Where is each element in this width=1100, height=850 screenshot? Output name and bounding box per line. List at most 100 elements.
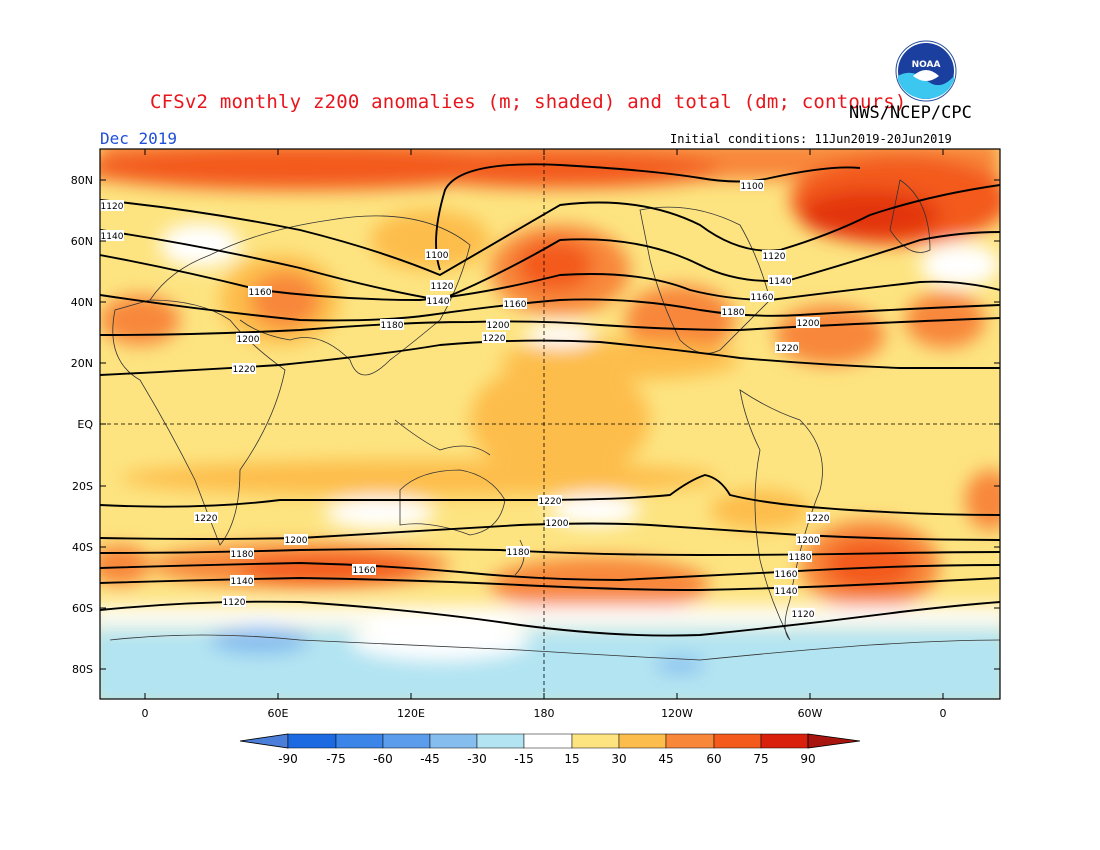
lon-tick-label: 60W	[798, 707, 823, 720]
lat-tick-label: 80N	[71, 174, 93, 187]
longitude-axis: 0 60E 120E 180 120W 60W 0	[142, 149, 947, 720]
agency-label: NWS/NCEP/CPC	[849, 103, 972, 123]
contour-label: 1220	[232, 363, 256, 375]
svg-text:1120: 1120	[223, 598, 246, 608]
contour-label: 1140	[230, 575, 254, 587]
contour-label: 1200	[486, 319, 510, 331]
contour-label: 1160	[774, 568, 798, 580]
colorbar-label: 75	[753, 752, 768, 766]
svg-text:1220: 1220	[807, 514, 830, 524]
svg-text:1100: 1100	[426, 251, 449, 261]
lon-tick-label: 0	[142, 707, 149, 720]
colorbar-label: 30	[611, 752, 626, 766]
colorbar-swatch	[713, 733, 762, 749]
colorbar-label: -30	[467, 752, 487, 766]
colorbar-swatch	[523, 733, 573, 749]
contour-label: 1120	[100, 200, 124, 212]
svg-text:1160: 1160	[751, 293, 774, 303]
contour-label: 1200	[796, 317, 820, 329]
svg-text:1180: 1180	[722, 308, 745, 318]
svg-text:1180: 1180	[381, 321, 404, 331]
contour-label: 1220	[806, 512, 830, 524]
colorbar-label: 90	[800, 752, 815, 766]
svg-text:1140: 1140	[101, 232, 124, 242]
contour-1200-south	[100, 522, 1000, 541]
svg-text:1220: 1220	[483, 334, 506, 344]
contour-label: 1180	[788, 551, 812, 563]
svg-text:1220: 1220	[776, 344, 799, 354]
contour-1220-north	[100, 339, 1000, 376]
contour-label: 1180	[380, 319, 404, 331]
svg-text:1140: 1140	[427, 297, 450, 307]
latitude-axis: 80N 60N 40N 20N EQ 20S 40S 60S 80S	[71, 174, 1000, 676]
colorbar-swatch	[476, 733, 525, 749]
svg-text:1160: 1160	[353, 566, 376, 576]
contour-label: 1180	[721, 306, 745, 318]
colorbar-swatch	[571, 733, 620, 749]
colorbar-label: -45	[420, 752, 440, 766]
contour-label: 1140	[774, 585, 798, 597]
svg-text:1220: 1220	[195, 514, 218, 524]
chart-title: CFSv2 monthly z200 anomalies (m; shaded)…	[150, 91, 907, 113]
lat-tick-label: 20S	[72, 480, 93, 493]
contour-label: 1140	[100, 230, 124, 242]
colorbar-swatch	[665, 733, 715, 749]
contour-1160-south	[100, 562, 1000, 581]
svg-text:1140: 1140	[769, 277, 792, 287]
lat-tick-label: 20N	[71, 357, 93, 370]
contour-1220-south	[100, 474, 1000, 516]
svg-text:1200: 1200	[487, 321, 510, 331]
contour-label: 1120	[430, 280, 454, 292]
svg-text:1200: 1200	[797, 319, 820, 329]
height-contours	[100, 163, 1000, 637]
lon-tick-label: 120W	[661, 707, 693, 720]
svg-text:1140: 1140	[775, 587, 798, 597]
svg-text:1200: 1200	[237, 335, 260, 345]
contour-1140-south	[100, 577, 1000, 591]
svg-text:1220: 1220	[539, 497, 562, 507]
colorbar-label: 15	[564, 752, 579, 766]
colorbar-label: 60	[706, 752, 721, 766]
svg-text:NOAA: NOAA	[912, 60, 941, 70]
svg-text:1120: 1120	[431, 282, 454, 292]
initial-conditions: Initial conditions: 11Jun2019-20Jun2019	[670, 132, 952, 146]
lon-tick-label: 0	[940, 707, 947, 720]
lat-tick-label: 40S	[72, 541, 93, 554]
lon-tick-label: 180	[534, 707, 555, 720]
svg-text:1160: 1160	[775, 570, 798, 580]
colorbar-swatch	[429, 733, 478, 749]
noaa-logo-icon: NOAA	[895, 40, 957, 102]
colorbar-swatch	[760, 733, 809, 749]
colorbar-label: -90	[278, 752, 298, 766]
svg-text:1140: 1140	[231, 577, 254, 587]
colorbar-label: -15	[514, 752, 534, 766]
contour-label: 1200	[236, 333, 260, 345]
svg-text:1160: 1160	[504, 300, 527, 310]
colorbar-swatch	[287, 733, 337, 749]
contour-label: 1160	[750, 291, 774, 303]
colorbar-label: -75	[326, 752, 346, 766]
contour-label: 1100	[425, 249, 449, 261]
contour-label: 1220	[538, 495, 562, 507]
svg-text:1120: 1120	[792, 610, 815, 620]
contour-label: 1200	[796, 534, 820, 546]
contour-1140-north	[100, 229, 1000, 301]
contour-label: 1200	[545, 517, 569, 529]
svg-text:1200: 1200	[285, 536, 308, 546]
colorbar: -90 -75 -60 -45 -30 -15 15 30 45 60 75 9…	[239, 733, 861, 766]
lat-tick-label: 60N	[71, 235, 93, 248]
lat-tick-label: 40N	[71, 296, 93, 309]
contour-label: 1140	[768, 275, 792, 287]
lat-tick-label: EQ	[77, 418, 93, 431]
colorbar-swatch	[382, 733, 431, 749]
contour-1180-south	[100, 548, 1000, 556]
contour-label: 1120	[222, 596, 246, 608]
lon-tick-label: 60E	[268, 707, 289, 720]
contour-label: 1160	[248, 286, 272, 298]
lon-tick-label: 120E	[397, 707, 425, 720]
contour-label: 1160	[503, 298, 527, 310]
contour-labels: 1120 1140 1100 1100 1160 1120 1140 1160 …	[100, 180, 830, 620]
contour-label: 1220	[194, 512, 218, 524]
svg-text:1180: 1180	[507, 548, 530, 558]
